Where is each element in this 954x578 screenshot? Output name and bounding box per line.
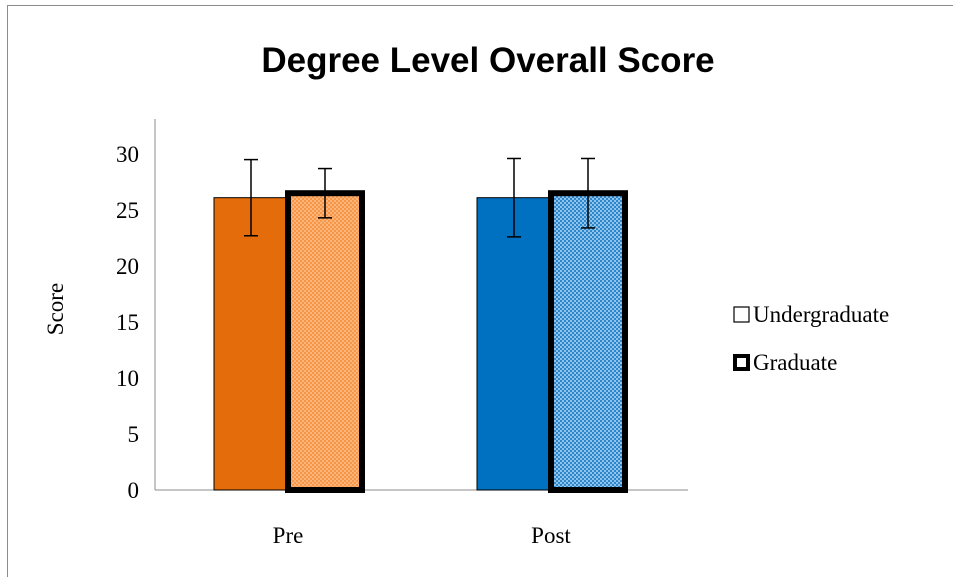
legend-label-undergraduate: Undergraduate (753, 302, 889, 327)
error-bars-group (244, 157, 595, 238)
y-tick-label: 15 (116, 310, 139, 335)
y-tick-label: 20 (116, 254, 139, 279)
bar-graduate-pre (285, 190, 365, 493)
y-tick-label: 25 (116, 198, 139, 223)
y-tick-label: 0 (128, 478, 140, 503)
legend-swatch-undergraduate (733, 306, 750, 323)
y-tick-label: 5 (128, 422, 140, 447)
category-labels: Pre Post (273, 523, 572, 548)
error-bar-graduate-pre (318, 167, 332, 219)
y-axis-label: Score (43, 283, 68, 335)
legend: Undergraduate Graduate (733, 302, 889, 375)
bar-graduate-post (548, 190, 628, 493)
x-category-label: Post (531, 523, 571, 548)
error-bar-graduate-post (581, 157, 595, 229)
x-category-label: Pre (273, 523, 304, 548)
y-axis-ticks: 0 5 10 15 20 25 30 (116, 142, 139, 503)
y-tick-label: 30 (116, 142, 139, 167)
bar-undergraduate-post (476, 197, 552, 491)
bars-group (213, 190, 628, 493)
error-bar-undergraduate-pre (244, 158, 258, 237)
y-tick-label: 10 (116, 366, 139, 391)
legend-label-graduate: Graduate (753, 350, 837, 375)
chart-frame: Degree Level Overall Score Score 0 5 10 15 2… (7, 5, 953, 577)
bar-undergraduate-pre (213, 197, 289, 491)
chart-title: Degree Level Overall Score (261, 41, 714, 80)
bar-chart: Degree Level Overall Score Score 0 5 10 15 2… (43, 41, 889, 548)
error-bar-undergraduate-post (507, 157, 521, 238)
legend-swatch-graduate (733, 354, 750, 371)
